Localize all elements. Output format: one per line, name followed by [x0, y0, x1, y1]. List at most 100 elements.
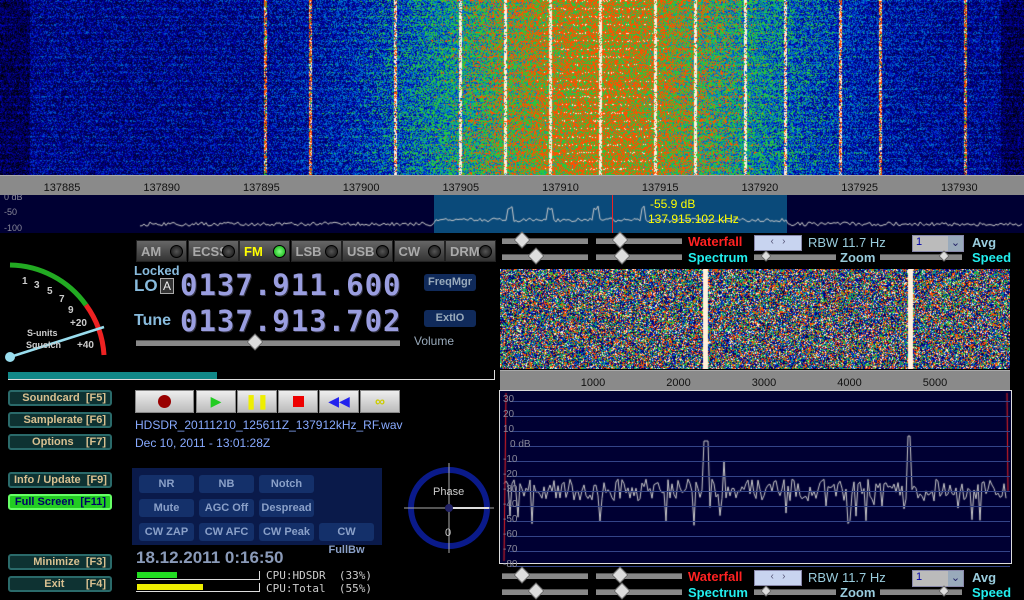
- waterfall-contrast-slider[interactable]: [502, 231, 588, 249]
- db-label: -50: [4, 207, 18, 217]
- freqmgr-button[interactable]: FreqMgr: [424, 274, 476, 291]
- mode-button-cw[interactable]: CW: [393, 240, 445, 262]
- scale-tick-label: 137900: [342, 182, 380, 194]
- loop-button[interactable]: ∞: [360, 390, 400, 413]
- mode-button-usb[interactable]: USB: [342, 240, 393, 262]
- rf-spectrum[interactable]: 0 dB -50 -100 -55.9 dB 137.915.102 kHz: [0, 192, 1024, 233]
- rbw-stepper[interactable]: ‹ ›: [754, 235, 802, 251]
- db-label: 10: [503, 424, 515, 435]
- spectrum-label: Spectrum: [688, 250, 748, 265]
- dsp-button-cw-zap[interactable]: CW ZAP: [139, 523, 194, 541]
- divider: [8, 379, 494, 380]
- menu-button-minimize[interactable]: Minimize [F3]: [8, 554, 112, 570]
- menu-button-full[interactable]: Full Screen [F11]: [8, 494, 112, 510]
- pause-icon: ❚❚: [245, 393, 269, 409]
- db-label: -60: [503, 529, 518, 540]
- mode-button-lsb[interactable]: LSB: [290, 240, 342, 262]
- waterfall-brightness-slider[interactable]: [596, 231, 682, 249]
- rbw-label: RBW 11.7 Hz: [808, 570, 886, 585]
- stop-button[interactable]: [278, 390, 318, 413]
- dsp-button-mute[interactable]: Mute: [139, 499, 194, 517]
- lo-frequency[interactable]: 0137.911.600: [180, 268, 402, 302]
- smeter-label: +40: [77, 340, 94, 351]
- avg-label: Avg: [972, 570, 997, 585]
- scale-tick-label: 137890: [143, 182, 181, 194]
- af-spectrum[interactable]: 30 20 10 0 dB -10 -20 -30 -40 -50 -60 -70 -80: [499, 390, 1012, 570]
- spectrum-brightness-slider[interactable]: [596, 582, 682, 600]
- scale-tick-label: 137895: [243, 182, 280, 194]
- rewind-button[interactable]: ◀◀: [319, 390, 359, 413]
- grid-line: [510, 536, 1010, 537]
- mode-label: USB: [347, 244, 375, 259]
- recording-date: Dec 10, 2011 - 13:01:28Z: [135, 436, 271, 450]
- rf-frequency-scale[interactable]: 137885 137890 137895 137900 137905 137910 1379…: [0, 175, 1024, 195]
- play-button[interactable]: ▶: [196, 390, 236, 413]
- db-label: -100: [4, 223, 23, 233]
- mode-button-am[interactable]: AM: [136, 240, 187, 262]
- tune-frequency[interactable]: 0137.913.702: [180, 304, 402, 338]
- spectrum-contrast-slider[interactable]: [502, 247, 588, 265]
- zoom-slider[interactable]: [754, 585, 836, 597]
- rbw-stepper[interactable]: ‹ ›: [754, 570, 802, 586]
- db-label: 0 dB: [4, 192, 23, 202]
- rf-spectrum-trace: [0, 195, 1024, 233]
- af-spectrum-trace: [500, 391, 1011, 563]
- spectrum-brightness-slider[interactable]: [596, 247, 682, 265]
- af-frequency-scale[interactable]: 1000 2000 3000 4000 5000: [500, 370, 1010, 390]
- speed-label: Speed: [972, 250, 1012, 265]
- record-button[interactable]: [135, 390, 194, 413]
- dsp-button-cw-peak[interactable]: CW Peak: [259, 523, 314, 541]
- avg-select[interactable]: 1 ⌄: [912, 235, 964, 252]
- zoom-label: Zoom: [840, 250, 876, 265]
- dsp-button-despread[interactable]: Despread: [259, 499, 314, 517]
- grid-line: [510, 521, 1010, 522]
- dsp-button-notch[interactable]: Notch: [259, 475, 314, 493]
- mode-label: ECSS: [192, 244, 228, 259]
- mode-label: CW: [398, 244, 421, 259]
- lo-label: LO: [134, 276, 158, 295]
- rbw-label: RBW 11.7 Hz: [808, 235, 886, 250]
- af-waterfall[interactable]: [500, 269, 1010, 369]
- dsp-button-agc-off[interactable]: AGC Off: [199, 499, 254, 517]
- scale-tick-label: 137885: [43, 182, 81, 194]
- extio-button[interactable]: ExtIO: [424, 310, 476, 327]
- divider: [494, 370, 495, 380]
- menu-button-samplerate[interactable]: Samplerate [F6]: [8, 412, 112, 428]
- zoom-slider[interactable]: [754, 250, 836, 262]
- scale-tick-label: 137915: [641, 182, 679, 194]
- mode-button-ecss[interactable]: ECSS: [187, 240, 239, 262]
- menu-button-options[interactable]: Options [F7]: [8, 434, 112, 450]
- db-label: -50: [503, 514, 518, 525]
- avg-value: 1: [916, 571, 923, 583]
- waterfall-brightness-slider[interactable]: [596, 566, 682, 584]
- avg-select[interactable]: 1 ⌄: [912, 570, 964, 587]
- menu-button-exit[interactable]: Exit [F4]: [8, 576, 112, 592]
- tune-marker[interactable]: [612, 195, 613, 233]
- lo-lock-badge[interactable]: A: [160, 278, 174, 294]
- scale-tick-label: 137925: [841, 182, 878, 194]
- dsp-button-nr[interactable]: NR: [139, 475, 194, 493]
- rf-waterfall[interactable]: [0, 0, 1024, 175]
- scale-tick-label: 5000: [922, 377, 948, 389]
- menu-button-info[interactable]: Info / Update [F9]: [8, 472, 112, 488]
- cpu-total-bar: [136, 583, 260, 592]
- menu-button-soundcard[interactable]: Soundcard [F5]: [8, 390, 112, 406]
- waterfall-contrast-slider[interactable]: [502, 566, 588, 584]
- dsp-button-cw-fullbw[interactable]: CW FullBw: [319, 523, 374, 556]
- volume-slider[interactable]: [136, 333, 400, 351]
- mode-button-fm[interactable]: FM: [239, 240, 290, 262]
- clock: 18.12.2011 0:16:50: [136, 548, 284, 567]
- spectrum-contrast-slider[interactable]: [502, 582, 588, 600]
- grid-line: [510, 551, 1010, 552]
- dsp-button-nb[interactable]: NB: [199, 475, 254, 493]
- smeter-label: 5: [47, 286, 53, 297]
- dsp-button-cw-afc[interactable]: CW AFC: [199, 523, 254, 541]
- s-meter[interactable]: [4, 255, 112, 365]
- loop-icon: ∞: [375, 393, 385, 409]
- pause-button[interactable]: ❚❚: [237, 390, 277, 413]
- speed-slider[interactable]: [880, 250, 962, 262]
- speed-slider[interactable]: [880, 585, 962, 597]
- smeter-title: S-units: [27, 328, 58, 338]
- cursor-freq-readout: 137.915.102 kHz: [648, 212, 739, 226]
- mode-button-drm[interactable]: DRM: [445, 240, 496, 262]
